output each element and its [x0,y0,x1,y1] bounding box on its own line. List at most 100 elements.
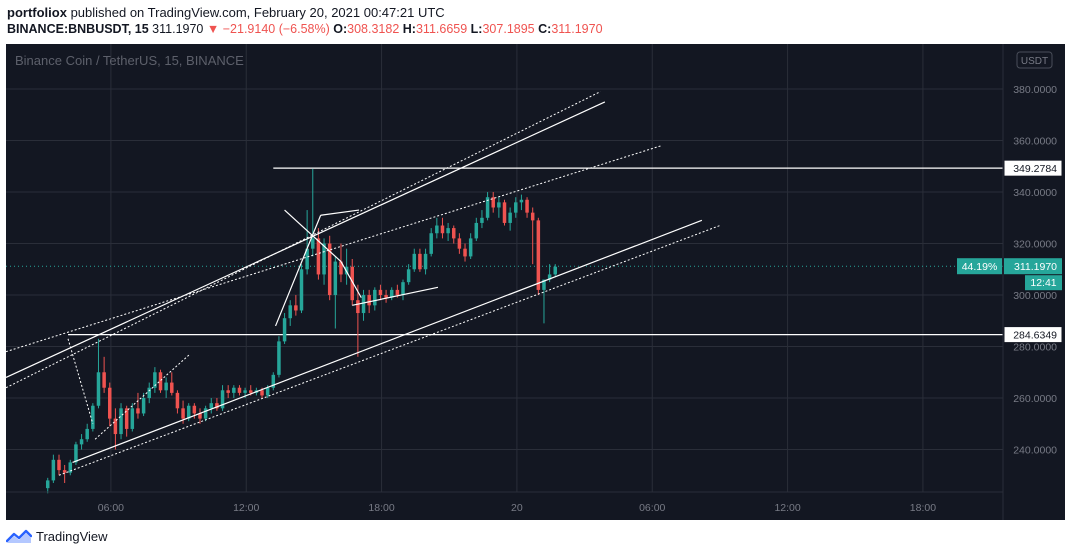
currency-badge-label: USDT [1021,56,1048,67]
time-tick-label: 06:00 [639,502,665,514]
footer-brand-label: TradingView [36,528,108,544]
countdown-tag-label: 12:41 [1030,277,1056,289]
candle-down [418,253,422,270]
trendlines [5,91,721,476]
candle-up [311,238,315,249]
candle-up [164,382,168,391]
candle-up [429,233,433,254]
candle-down [440,225,445,234]
candle-up [45,480,50,489]
candle-up [153,372,157,388]
candle-down [170,382,174,393]
candle-up [435,225,439,234]
time-tick-label: 12:00 [774,502,800,514]
candle-down [215,403,219,409]
candle-up [480,217,484,223]
price-tick-label: 320.0000 [1013,239,1057,251]
percent-tag-label: 44.19% [962,261,998,273]
price-axis[interactable]: 380.0000 360.0000 340.0000 320.0000 300.0000… [1013,84,1057,456]
candle-down [248,390,253,393]
candle-down [198,413,202,419]
candle-down [339,261,343,275]
high-label: H: [402,22,416,36]
candle-up [271,374,276,388]
open-value: 308.3182 [347,22,400,36]
candle-down [316,238,321,275]
horizontal-levels [6,167,1003,336]
candle-up [119,408,123,435]
candle-up [519,199,524,203]
candle-up [373,289,377,306]
currency-badge[interactable]: USDT [1016,51,1053,69]
trendline-dotted [5,145,662,353]
candle-up [389,289,394,298]
candle-up [299,269,304,311]
low-value: 307.1895 [482,22,535,36]
trendline [72,219,703,463]
candle-up [401,282,405,296]
open-label: O: [333,22,348,36]
candle-down [463,248,467,257]
price-tags: 349.2784 284.6349 44.19% 311.1970 12:41 [957,159,1063,344]
candle-up [51,459,56,481]
candle-up [141,398,146,414]
candle-up [282,318,287,342]
level-price-tag [1003,326,1063,344]
candle-up [423,253,428,270]
candle-up [232,387,236,393]
candle-up [265,387,270,396]
trendline [274,214,322,327]
candle-up [497,202,501,208]
change-value: −21.9140 (−6.58%) [222,22,330,36]
current-price-tag-label: 311.1970 [1014,261,1057,273]
candle-down [175,392,180,409]
footer-branding[interactable]: TradingView [6,528,108,544]
time-axis[interactable]: 06:00 12:00 18:00 20 06:00 12:00 18:00 [98,502,936,514]
candle-down [102,372,106,388]
time-tick-label: 06:00 [98,502,124,514]
candle-up [288,305,292,319]
candle-up [508,212,512,223]
change-arrow-icon: ▼ [206,22,220,36]
tradingview-logo-icon [6,529,32,543]
candle-down [395,289,400,296]
level-price-tag [1003,159,1063,177]
candle-down [62,470,67,473]
chart-background [6,44,1065,520]
candle-down [530,212,535,221]
candle-up [446,228,450,234]
candle-up [96,372,101,406]
candle-up [130,408,135,429]
candle-down [451,228,456,239]
candle-up [474,222,479,239]
author-name[interactable]: portfoliox [7,5,67,20]
grid [6,44,1003,492]
candle-up [547,274,552,280]
candle-up [542,279,546,290]
current-price-tag [1004,258,1062,275]
candle-down [491,197,495,208]
candle-down [113,418,118,435]
candle-down [378,289,383,296]
last-price: 311.1970 [152,22,204,36]
trendline [340,261,362,298]
candle-down [136,408,140,414]
price-tick-label: 380.0000 [1013,84,1057,96]
close-value: 311.1970 [551,22,603,36]
candle-down [158,372,163,391]
percent-tag [957,258,1002,275]
trendline-dotted [94,353,191,440]
ohlc-line: BINANCE:BNBUSDT, 15 311.1970 ▼ −21.9140 … [7,22,603,36]
candle-up [333,261,338,296]
candle-up [68,462,73,473]
candle-down [124,408,129,429]
published-text: published on TradingView.com, February 2… [70,5,445,20]
candle-down [192,405,197,414]
candle-up [79,439,84,445]
candle-up [74,444,78,463]
candle-down [327,243,332,296]
countdown-tag [1025,275,1062,291]
close-label: C: [538,22,552,36]
time-tick-label: 18:00 [368,502,394,514]
